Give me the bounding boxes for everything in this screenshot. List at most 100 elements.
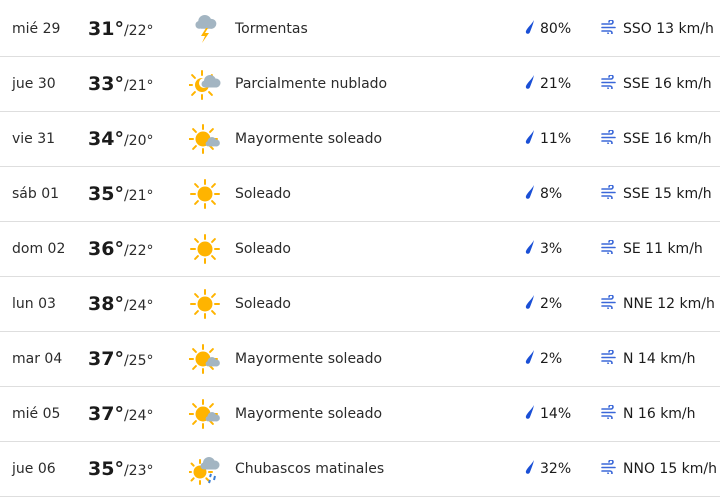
temperatures: 36°/22° [88,238,154,260]
raindrop-icon [524,184,536,204]
high-temp: 34° [88,128,124,150]
sunny-icon [190,234,220,264]
condition-text: Mayormente soleado [235,351,383,367]
day-label: vie 31 [12,131,56,147]
raindrop-icon [524,74,536,94]
temperatures: 31°/22° [88,18,154,40]
morning-showers-icon [189,457,220,485]
high-temp: 38° [88,293,124,315]
day-label: lun 03 [12,296,56,312]
condition-text: Mayormente soleado [235,406,383,422]
mostly-sunny-icon [189,399,220,429]
raindrop-icon [524,239,536,259]
wind: SSE 16 km/h [601,74,712,93]
low-temp: /23° [123,463,154,479]
high-temp: 36° [88,238,124,260]
sunny-icon [190,289,220,319]
wind: NNO 15 km/h [601,459,718,478]
condition-text: Soleado [235,296,291,312]
mostly-sunny-icon [189,344,220,374]
mostly-sunny-icon [189,124,220,154]
precip-value: 3% [540,241,563,257]
wind-icon [601,239,617,258]
raindrop-icon [524,294,536,314]
temperatures: 38°/24° [88,293,154,315]
day-label: mar 04 [12,351,63,367]
thunderstorm-icon [195,15,217,43]
precipitation: 21% [524,74,571,94]
raindrop-icon [524,349,536,369]
precipitation: 14% [524,404,571,424]
low-temp: /22° [123,243,154,259]
precipitation: 11% [524,129,571,149]
forecast-row[interactable]: mié 29 31°/22° Tormentas 80% SSO 13 km/h [0,2,720,57]
raindrop-icon [524,129,536,149]
low-temp: /21° [123,188,154,204]
low-temp: /20° [123,133,154,149]
precip-value: 14% [540,406,572,422]
precipitation: 3% [524,239,562,259]
wind: SSE 15 km/h [601,184,712,203]
precip-value: 32% [540,461,572,477]
wind: N 14 km/h [601,349,696,368]
condition-text: Mayormente soleado [235,131,383,147]
precipitation: 8% [524,184,562,204]
high-temp: 33° [88,73,124,95]
condition-text: Parcialmente nublado [235,76,388,92]
wind-value: NNE 12 km/h [623,296,715,312]
high-temp: 37° [88,403,124,425]
wind-icon [601,19,617,38]
temperatures: 35°/23° [88,458,154,480]
low-temp: /24° [123,298,154,314]
precipitation: 2% [524,294,562,314]
sunny-icon [190,179,220,209]
wind-value: SSE 16 km/h [623,131,712,147]
wind-icon [601,184,617,203]
low-temp: /22° [123,23,154,39]
partly-cloudy-icon [189,70,221,100]
low-temp: /21° [123,78,154,94]
wind: NNE 12 km/h [601,294,715,313]
forecast-row[interactable]: vie 31 34°/20° Mayormente soleado 11% SS… [0,112,720,167]
wind: SSO 13 km/h [601,19,714,38]
wind: SSE 16 km/h [601,129,712,148]
temperatures: 35°/21° [88,183,154,205]
precip-value: 21% [540,76,572,92]
wind-icon [601,349,617,368]
forecast-row[interactable]: lun 03 38°/24° Soleado 2% NNE 12 km/h [0,277,720,332]
wind-value: NNO 15 km/h [623,461,718,477]
low-temp: /24° [123,408,154,424]
temperatures: 37°/24° [88,403,154,425]
day-label: jue 06 [12,461,56,477]
wind-icon [601,404,617,423]
day-label: mié 29 [12,21,61,37]
forecast-row[interactable]: mié 05 37°/24° Mayormente soleado 14% N … [0,387,720,442]
forecast-row[interactable]: dom 02 36°/22° Soleado 3% SE 11 km/h [0,222,720,277]
precip-value: 11% [540,131,572,147]
temperatures: 37°/25° [88,348,154,370]
temperatures: 34°/20° [88,128,154,150]
forecast-row[interactable]: jue 30 33°/21° Parcialmente nublado 21% … [0,57,720,112]
raindrop-icon [524,19,536,39]
day-label: sáb 01 [12,186,60,202]
high-temp: 31° [88,18,124,40]
wind-icon [601,459,617,478]
forecast-row[interactable]: sáb 01 35°/21° Soleado 8% SSE 15 km/h [0,167,720,222]
precip-value: 2% [540,296,563,312]
condition-text: Tormentas [235,21,308,37]
high-temp: 35° [88,183,124,205]
precipitation: 32% [524,459,571,479]
precip-value: 8% [540,186,563,202]
forecast-row[interactable]: jue 06 35°/23° Chubascos matinales 32% N… [0,442,720,497]
raindrop-icon [524,404,536,424]
day-label: jue 30 [12,76,56,92]
forecast-row[interactable]: mar 04 37°/25° Mayormente soleado 2% N 1… [0,332,720,387]
wind-value: SSO 13 km/h [623,21,714,37]
precip-value: 2% [540,351,563,367]
low-temp: /25° [123,353,154,369]
day-label: dom 02 [12,241,66,257]
day-label: mié 05 [12,406,61,422]
wind-icon [601,294,617,313]
wind: SE 11 km/h [601,239,703,258]
